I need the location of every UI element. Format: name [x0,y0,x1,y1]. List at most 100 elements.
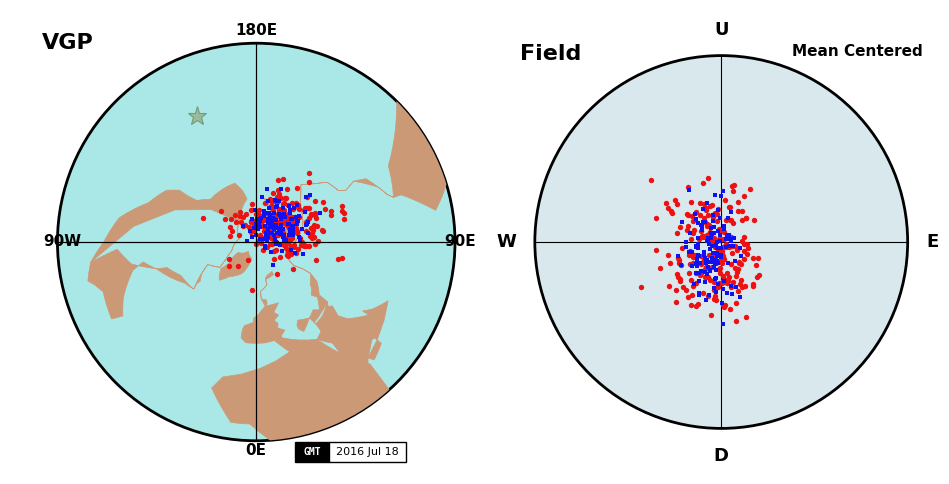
Point [275,233,290,241]
Point [728,257,743,265]
Point [718,241,734,249]
Point [680,293,696,301]
Point [301,229,316,237]
Point [260,197,275,205]
Point [242,227,257,234]
Point [680,222,696,229]
Point [262,218,277,226]
Point [682,229,698,237]
Point [288,213,303,221]
Point [282,231,297,239]
Point [714,299,729,307]
Point [289,220,305,227]
Point [698,268,713,276]
Point [304,212,319,219]
Point [707,191,722,199]
Point [291,213,307,221]
Point [267,221,282,228]
Point [301,169,316,177]
Point [720,214,735,222]
Point [712,236,727,243]
Point [279,244,294,252]
Point [712,269,727,276]
Point [272,242,288,249]
Point [266,225,281,233]
Point [648,247,663,255]
Point [260,215,275,223]
Point [291,233,307,241]
Point [269,246,284,254]
Point [258,244,273,252]
Point [296,206,311,214]
Point [671,257,686,264]
Point [288,225,304,233]
Point [700,236,716,244]
Point [248,218,263,226]
Point [258,228,273,236]
Point [714,256,729,264]
Point [689,208,704,216]
Point [278,220,293,228]
Point [330,255,345,262]
Point [688,279,703,287]
Point [254,222,270,229]
Point [278,213,293,221]
Point [696,258,711,266]
Point [733,293,748,301]
Point [276,212,291,219]
Point [232,231,247,239]
Point [225,227,240,235]
Point [702,202,717,210]
Point [258,224,273,232]
Point [708,288,723,296]
Point [703,229,718,237]
Point [718,243,734,251]
Point [710,257,725,265]
Point [723,216,738,224]
Point [710,218,725,226]
Point [668,197,683,204]
Point [691,251,706,258]
Point [668,286,683,294]
Point [658,199,673,207]
Point [274,247,289,255]
Point [686,253,701,261]
Point [716,285,731,293]
Text: U: U [714,21,729,39]
Point [687,280,702,287]
Point [718,216,734,224]
Point [705,263,720,271]
Point [304,211,319,218]
Point [736,241,752,248]
Point [713,238,728,245]
Point [287,218,302,226]
Point [687,210,702,218]
Point [267,231,282,239]
Point [738,214,754,222]
Point [287,249,302,257]
Point [288,219,304,227]
Point [261,233,276,241]
Point [718,241,734,248]
Point [697,257,712,264]
Point [715,243,730,251]
Point [268,223,283,231]
Point [729,272,744,280]
Point [693,221,708,228]
Point [719,270,735,277]
Point [259,216,274,224]
Point [699,231,715,239]
Point [699,237,715,244]
Point [692,271,707,278]
Point [697,214,712,222]
Point [723,283,738,290]
Point [261,220,276,227]
Point [299,217,314,225]
Point [285,229,300,237]
Point [297,204,312,212]
Point [675,244,690,252]
Point [245,286,260,294]
Point [284,213,299,221]
Point [723,237,738,244]
Point [308,214,324,222]
